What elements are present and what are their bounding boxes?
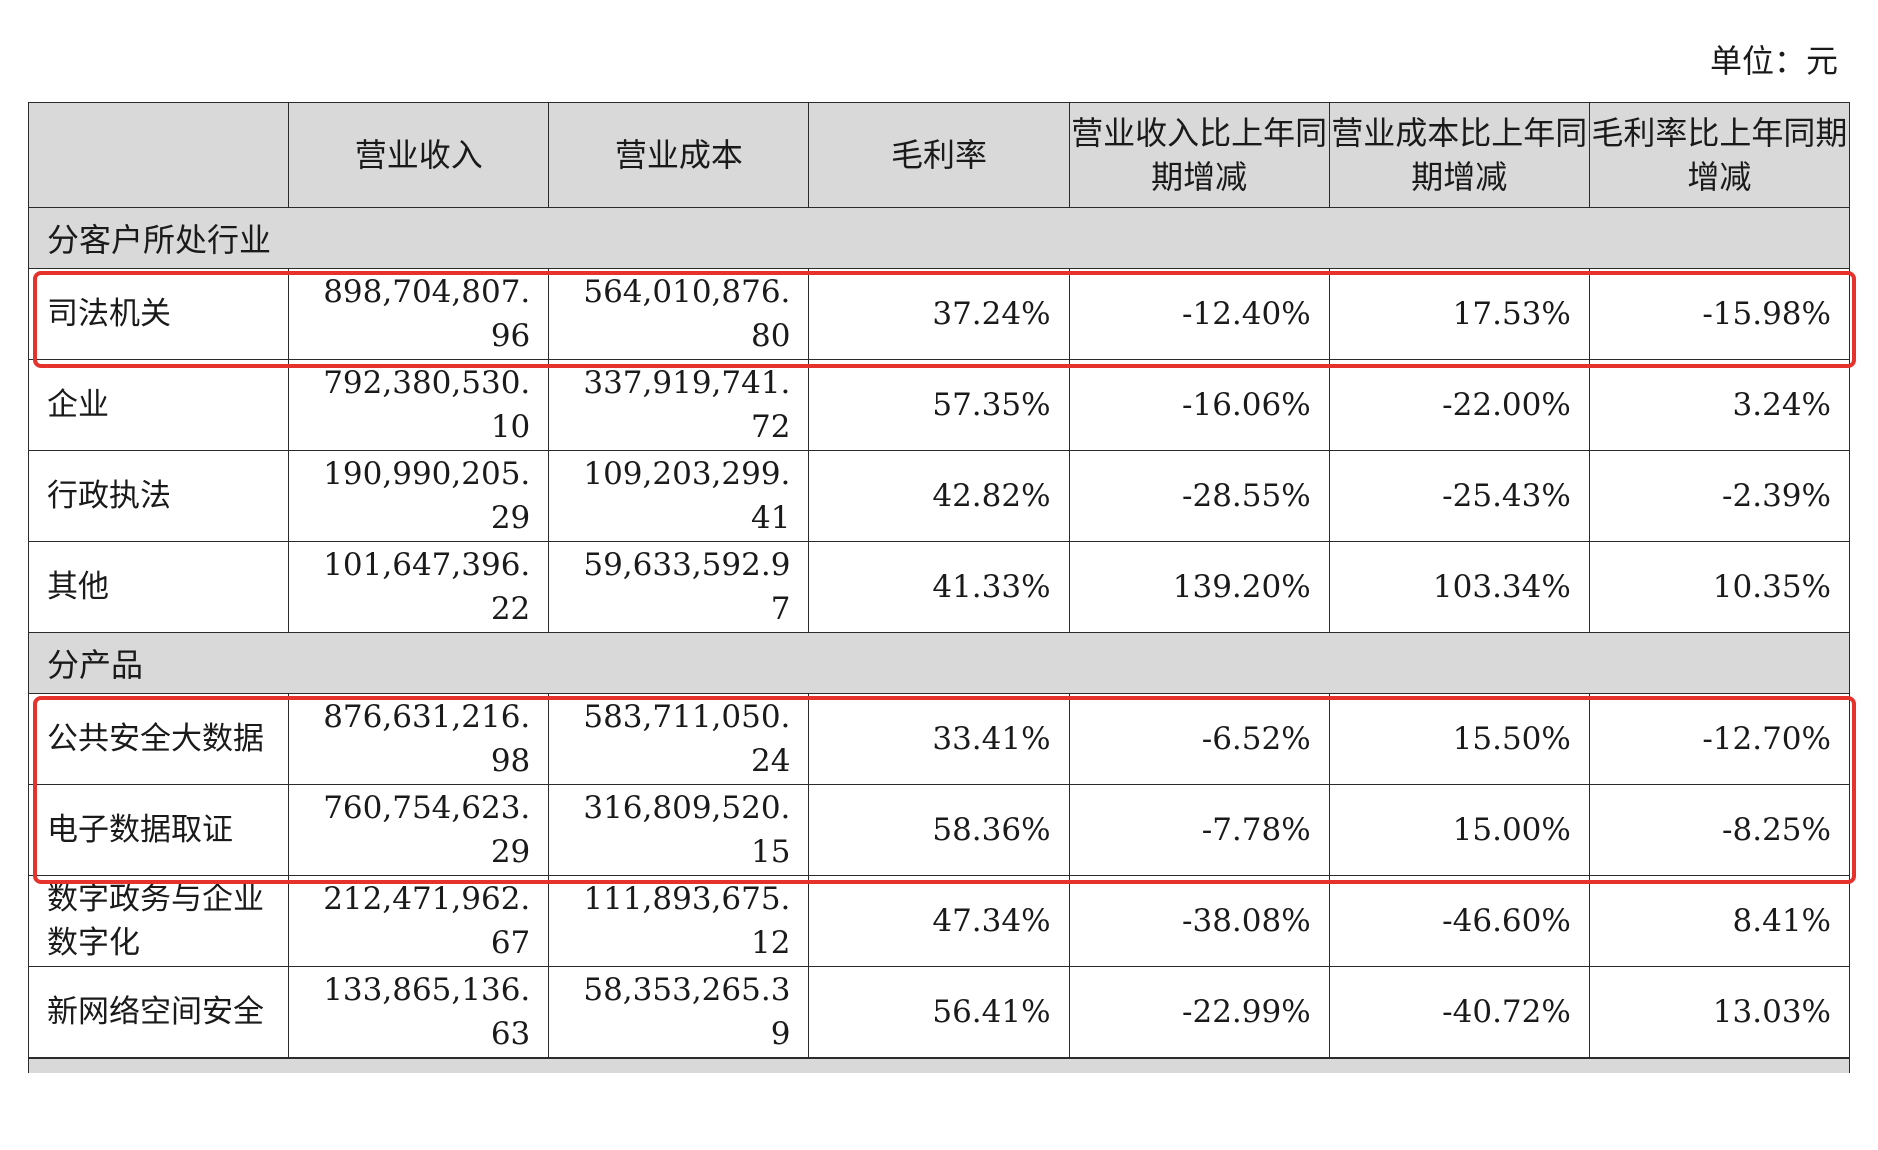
cell-revenue-yoy: -6.52% <box>1068 693 1330 785</box>
cell-revenue-yoy: -12.40% <box>1068 268 1330 360</box>
table-row: 企业 792,380,530.10 337,919,741.72 57.35% -16.… <box>27 359 1851 451</box>
table-row: 公共安全大数据 876,631,216.98 583,711,050.24 33.41… <box>27 693 1851 785</box>
cell-revenue: 792,380,530.10 <box>288 359 550 451</box>
cell-gross-margin: 37.24% <box>808 268 1070 360</box>
cell-revenue: 190,990,205.29 <box>288 450 550 542</box>
cell-cost-yoy: -25.43% <box>1328 450 1590 542</box>
cell-revenue-yoy: -38.08% <box>1068 875 1330 967</box>
cell-cost-yoy: 17.53% <box>1328 268 1590 360</box>
cell-margin-yoy: -8.25% <box>1588 784 1851 876</box>
cell-category: 司法机关 <box>27 268 290 360</box>
cell-gross-margin: 33.41% <box>808 693 1070 785</box>
cell-revenue-yoy: -16.06% <box>1068 359 1330 451</box>
cell-cost: 58,353,265.39 <box>548 966 810 1058</box>
cell-category: 电子数据取证 <box>27 784 290 876</box>
cell-cost: 583,711,050.24 <box>548 693 810 785</box>
cell-revenue: 876,631,216.98 <box>288 693 550 785</box>
cell-margin-yoy: 13.03% <box>1588 966 1851 1058</box>
table-row: 行政执法 190,990,205.29 109,203,299.41 42.82% -2… <box>27 450 1851 542</box>
header-revenue-yoy: 营业收入比上年同期增减 <box>1068 102 1330 208</box>
cell-gross-margin: 41.33% <box>808 541 1070 633</box>
cell-revenue: 760,754,623.29 <box>288 784 550 876</box>
cell-cost: 337,919,741.72 <box>548 359 810 451</box>
cell-revenue: 101,647,396.22 <box>288 541 550 633</box>
cell-cost: 59,633,592.97 <box>548 541 810 633</box>
cell-cost-yoy: -22.00% <box>1328 359 1590 451</box>
cell-cost-yoy: 15.50% <box>1328 693 1590 785</box>
section-title: 分产品 <box>28 632 1850 694</box>
cell-revenue: 898,704,807.96 <box>288 268 550 360</box>
unit-label: 单位：元 <box>1709 42 1838 80</box>
cell-cost-yoy: -46.60% <box>1328 875 1590 967</box>
cell-margin-yoy: -15.98% <box>1588 268 1851 360</box>
cell-gross-margin: 57.35% <box>808 359 1070 451</box>
header-margin-yoy: 毛利率比上年同期增减 <box>1588 102 1851 208</box>
header-revenue: 营业收入 <box>288 102 550 208</box>
section-row: 分客户所处行业 <box>28 207 1850 269</box>
cell-category: 其他 <box>27 541 290 633</box>
cell-cost: 111,893,675.12 <box>548 875 810 967</box>
header-gross-margin: 毛利率 <box>808 102 1070 208</box>
cell-margin-yoy: 3.24% <box>1588 359 1851 451</box>
cell-revenue-yoy: 139.20% <box>1068 541 1330 633</box>
table-row: 数字政务与企业数字化 212,471,962.67 111,893,675.12 47… <box>27 875 1851 967</box>
revenue-table-wrapper: 营业收入 营业成本 毛利率 营业收入比上年同期增减 营业成本比上年同期增减 毛利… <box>27 102 1851 1073</box>
revenue-table: 营业收入 营业成本 毛利率 营业收入比上年同期增减 营业成本比上年同期增减 毛利… <box>27 102 1851 1058</box>
cell-revenue: 212,471,962.67 <box>288 875 550 967</box>
cell-margin-yoy: -12.70% <box>1588 693 1851 785</box>
cell-cost: 109,203,299.41 <box>548 450 810 542</box>
cell-gross-margin: 56.41% <box>808 966 1070 1058</box>
header-cost: 营业成本 <box>548 102 810 208</box>
cell-cost-yoy: -40.72% <box>1328 966 1590 1058</box>
cell-category: 企业 <box>27 359 290 451</box>
cell-revenue-yoy: -7.78% <box>1068 784 1330 876</box>
cell-margin-yoy: 10.35% <box>1588 541 1851 633</box>
cell-gross-margin: 42.82% <box>808 450 1070 542</box>
cell-revenue-yoy: -28.55% <box>1068 450 1330 542</box>
section-title: 分客户所处行业 <box>28 207 1850 269</box>
cell-gross-margin: 47.34% <box>808 875 1070 967</box>
cell-revenue-yoy: -22.99% <box>1068 966 1330 1058</box>
cell-cost-yoy: 15.00% <box>1328 784 1590 876</box>
header-empty <box>27 102 290 208</box>
section-row: 分产品 <box>28 632 1850 694</box>
cell-cost: 316,809,520.15 <box>548 784 810 876</box>
cell-category: 数字政务与企业数字化 <box>27 875 290 967</box>
table-row: 电子数据取证 760,754,623.29 316,809,520.15 58.36%… <box>27 784 1851 876</box>
cell-margin-yoy: -2.39% <box>1588 450 1851 542</box>
cell-category: 行政执法 <box>27 450 290 542</box>
table-header-row: 营业收入 营业成本 毛利率 营业收入比上年同期增减 营业成本比上年同期增减 毛利… <box>27 102 1851 208</box>
table-bottom-strip <box>28 1058 1850 1073</box>
cell-category: 公共安全大数据 <box>27 693 290 785</box>
header-cost-yoy: 营业成本比上年同期增减 <box>1328 102 1590 208</box>
cell-cost: 564,010,876.80 <box>548 268 810 360</box>
table-row: 司法机关 898,704,807.96 564,010,876.80 37.24% -1… <box>27 268 1851 360</box>
cell-margin-yoy: 8.41% <box>1588 875 1851 967</box>
table-row: 其他 101,647,396.22 59,633,592.97 41.33% 139.2… <box>27 541 1851 633</box>
cell-category: 新网络空间安全 <box>27 966 290 1058</box>
table-row: 新网络空间安全 133,865,136.63 58,353,265.39 56.41%… <box>27 966 1851 1058</box>
cell-cost-yoy: 103.34% <box>1328 541 1590 633</box>
cell-gross-margin: 58.36% <box>808 784 1070 876</box>
cell-revenue: 133,865,136.63 <box>288 966 550 1058</box>
